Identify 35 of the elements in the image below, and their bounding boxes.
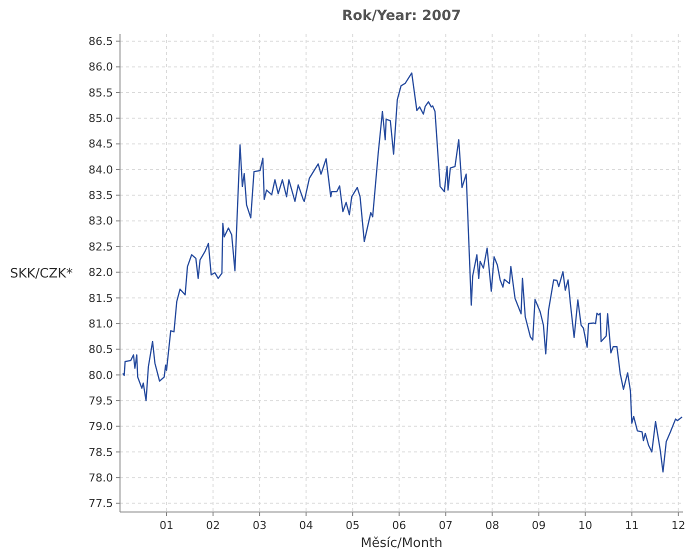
y-tick-label: 85.5	[88, 86, 113, 100]
x-tick-label: 06	[392, 519, 406, 532]
y-tick-label: 80.5	[88, 343, 113, 356]
y-axis-title: SKK/CZK*	[10, 266, 74, 282]
y-tick-label: 85.0	[88, 112, 113, 126]
y-tick-label: 81.5	[88, 292, 113, 305]
y-tick-label: 77.5	[88, 497, 113, 510]
x-tick-label: 05	[346, 519, 360, 532]
line-series	[122, 72, 683, 473]
x-tick-label: 02	[206, 519, 220, 532]
y-tick-label: 80.0	[88, 368, 113, 382]
x-tick-label: 07	[438, 519, 453, 532]
y-tick-label: 81.0	[88, 317, 113, 330]
x-tick-label: 10	[578, 519, 592, 532]
y-tick-label: 84.0	[88, 163, 113, 176]
x-tick-label: 01	[160, 519, 174, 532]
y-tick-label: 86.0	[88, 60, 113, 74]
x-tick-label: 03	[252, 519, 267, 532]
y-tick-label: 82.5	[88, 240, 113, 254]
y-tick-label: 79.0	[88, 420, 113, 434]
y-tick-label: 78.5	[88, 446, 113, 459]
x-tick-label: 08	[485, 519, 500, 532]
y-tick-label: 86.5	[88, 35, 113, 48]
x-tick-label: 12	[671, 519, 686, 532]
chart-title: Rok/Year: 2007	[342, 8, 461, 24]
x-tick-label: 11	[624, 519, 639, 532]
x-tick-label: 09	[532, 519, 546, 532]
y-tick-label: 83.0	[88, 214, 113, 228]
y-tick-label: 78.0	[88, 471, 113, 484]
x-tick-label: 04	[299, 519, 314, 532]
y-tick-label: 84.5	[88, 138, 113, 151]
y-tick-label: 82.0	[88, 266, 113, 280]
x-axis-title: Měsíc/Month	[360, 536, 442, 550]
y-tick-label: 83.5	[88, 189, 113, 202]
y-tick-label: 79.5	[88, 394, 113, 408]
